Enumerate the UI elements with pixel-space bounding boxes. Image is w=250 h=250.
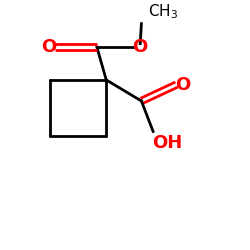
- Text: O: O: [41, 38, 56, 56]
- Text: OH: OH: [152, 134, 182, 152]
- Text: O: O: [132, 38, 148, 56]
- Text: O: O: [175, 76, 190, 94]
- Text: CH$_3$: CH$_3$: [148, 3, 178, 21]
